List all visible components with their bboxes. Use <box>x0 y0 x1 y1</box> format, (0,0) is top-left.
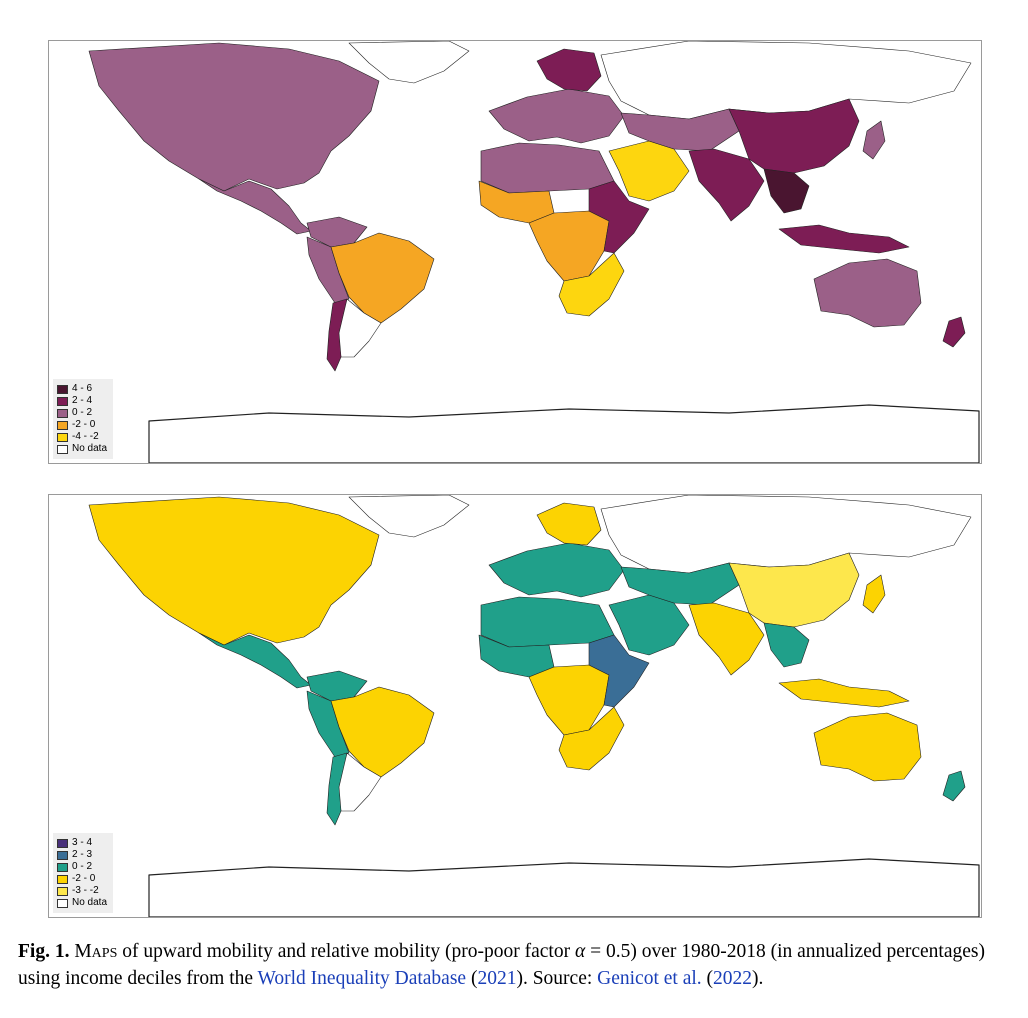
region-antarctica <box>148 404 980 463</box>
region-central-asia <box>620 562 740 606</box>
legend-label: -2 - 0 <box>72 419 96 430</box>
region-scandinavia <box>536 48 602 92</box>
caption-text-4: ). <box>752 968 764 989</box>
region-chile <box>326 752 348 826</box>
legend-item: -3 - -2 <box>57 885 107 897</box>
legend-swatch <box>57 384 68 394</box>
region-russia <box>600 41 972 120</box>
legend-item: 0 - 2 <box>57 407 107 419</box>
region-southern-africa <box>558 252 625 317</box>
figure-caption: Fig. 1. Maps of upward mobility and rela… <box>18 938 1018 992</box>
legend-swatch <box>57 420 68 430</box>
legend-swatch <box>57 862 68 872</box>
legend-label: -4 - -2 <box>72 431 99 442</box>
legend-item: 2 - 4 <box>57 395 107 407</box>
legend-item: 3 - 4 <box>57 837 107 849</box>
region-australia <box>813 258 922 328</box>
region-china <box>728 552 860 628</box>
legend-item: 4 - 6 <box>57 383 107 395</box>
legend-item: No data <box>57 897 107 909</box>
legend-swatch <box>57 396 68 406</box>
wid-year-link[interactable]: 2021 <box>477 968 517 989</box>
region-central-america <box>198 178 312 235</box>
source-year-link[interactable]: 2022 <box>713 968 753 989</box>
legend-item: 0 - 2 <box>57 861 107 873</box>
legend-item: 2 - 3 <box>57 849 107 861</box>
region-southeast-asia <box>763 168 810 214</box>
region-southern-africa <box>558 706 625 771</box>
caption-alpha-symbol: α <box>574 941 586 962</box>
world-map-svg <box>88 495 980 917</box>
legend-swatch <box>57 408 68 418</box>
caption-paren-open-2: ( <box>701 968 714 989</box>
region-central-africa <box>528 664 610 736</box>
legend-label: 0 - 2 <box>72 407 93 418</box>
region-australia <box>813 712 922 782</box>
caption-label: Fig. 1. <box>18 941 70 962</box>
region-north-africa <box>480 142 615 194</box>
region-north-america <box>88 496 380 646</box>
region-new-zealand <box>942 316 966 348</box>
legend-swatch <box>57 886 68 896</box>
region-indonesia <box>778 224 910 254</box>
legend-swatch <box>57 838 68 848</box>
region-japan <box>862 574 886 614</box>
region-scandinavia <box>536 502 602 546</box>
region-southeast-asia <box>763 622 810 668</box>
legend-label: No data <box>72 897 108 908</box>
region-brazil <box>330 232 435 324</box>
region-chile <box>326 298 348 372</box>
region-indonesia <box>778 678 910 708</box>
legend-label: 2 - 3 <box>72 849 93 860</box>
region-western-europe <box>488 88 625 144</box>
legend-swatch <box>57 898 68 908</box>
legend-label: No data <box>72 443 108 454</box>
world-map-svg <box>88 41 980 463</box>
legend-swatch <box>57 850 68 860</box>
region-greenland <box>348 41 470 84</box>
region-new-zealand <box>942 770 966 802</box>
region-east-africa <box>588 634 650 708</box>
region-china <box>728 98 860 174</box>
region-east-africa <box>588 180 650 254</box>
region-japan <box>862 120 886 160</box>
region-western-europe <box>488 542 625 598</box>
region-central-america <box>198 632 312 689</box>
legend-label: 0 - 2 <box>72 861 93 872</box>
region-north-america <box>88 42 380 192</box>
caption-maps-word: Maps <box>74 941 118 962</box>
region-brazil <box>330 686 435 778</box>
wid-link[interactable]: World Inequality Database <box>257 968 467 989</box>
region-greenland <box>348 495 470 538</box>
legend-swatch <box>57 432 68 442</box>
region-central-asia <box>620 108 740 152</box>
legend-item: -2 - 0 <box>57 419 107 431</box>
legend-swatch <box>57 874 68 884</box>
caption-text-1: of upward mobility and relative mobility… <box>117 941 575 962</box>
caption-paren-open-1: ( <box>466 968 478 989</box>
region-south-asia <box>688 148 765 222</box>
legend-label: -2 - 0 <box>72 873 96 884</box>
legend-swatch <box>57 444 68 454</box>
legend-label: -3 - -2 <box>72 885 99 896</box>
legend-label: 2 - 4 <box>72 395 93 406</box>
legend-item: No data <box>57 443 107 455</box>
caption-text-2: = 0.5) over 1980-2018 (in annualized per… <box>18 941 985 989</box>
region-russia <box>600 495 972 574</box>
region-central-africa <box>528 210 610 282</box>
legend-label: 3 - 4 <box>72 837 93 848</box>
legend-item: -4 - -2 <box>57 431 107 443</box>
legend-item: -2 - 0 <box>57 873 107 885</box>
legend-label: 4 - 6 <box>72 383 93 394</box>
caption-text-3: ). Source: <box>516 968 598 989</box>
source-link[interactable]: Genicot et al. <box>597 968 702 989</box>
region-antarctica <box>148 858 980 917</box>
region-south-asia <box>688 602 765 676</box>
region-north-africa <box>480 596 615 648</box>
